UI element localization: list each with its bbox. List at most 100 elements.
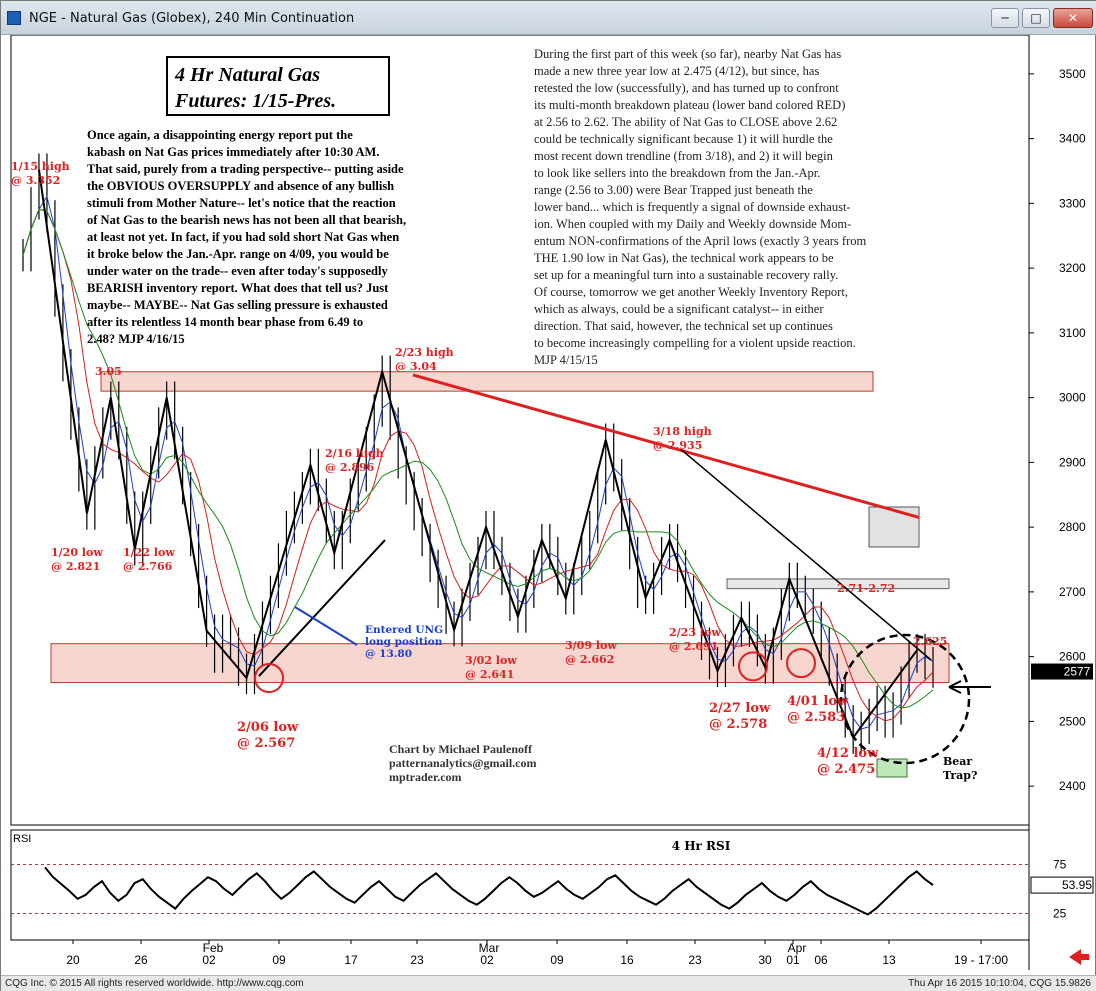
commentary-right-line: made a new three year low at 2.475 (4/12… <box>534 64 819 78</box>
commentary-right-line: direction. That said, however, the techn… <box>534 319 833 333</box>
price-band <box>100 371 874 392</box>
status-bar: CQG Inc. © 2015 All rights reserved worl… <box>1 975 1096 991</box>
bear-trap-label: Trap? <box>943 769 977 782</box>
commentary-left-line: stimuli from Mother Nature-- let's notic… <box>87 196 396 210</box>
x-tick-label: 23 <box>688 953 702 967</box>
price-label: 2.625 <box>913 635 947 648</box>
month-label: Feb <box>203 941 224 955</box>
rsi-title: 4 Hr RSI <box>672 839 731 853</box>
commentary-right-line: which as always, could be a significant … <box>534 302 824 316</box>
x-tick-label: 23 <box>410 953 424 967</box>
window-title: NGE - Natural Gas (Globex), 240 Min Cont… <box>29 11 355 26</box>
y-tick-label: 3200 <box>1059 261 1086 275</box>
y-tick-label: 3300 <box>1059 196 1086 210</box>
commentary-right-line: THE 1.90 low in Nat Gas), the technical … <box>534 251 834 265</box>
credit-line: patternanalytics@gmail.com <box>389 756 536 770</box>
commentary-left-line: at least not yet. In fact, if you had so… <box>87 230 399 244</box>
copyright-text: CQG Inc. © 2015 All rights reserved worl… <box>5 978 304 989</box>
x-tick-label: 09 <box>550 953 564 967</box>
rsi-last-label: 53.95 <box>1062 878 1092 892</box>
price-label: @ 2.691 <box>669 640 718 653</box>
bear-trap-label: Bear <box>943 755 972 768</box>
x-tick-label: 20 <box>66 953 80 967</box>
price-label: @ 2.641 <box>465 668 514 681</box>
price-panel <box>10 35 1030 826</box>
x-tick-label: 02 <box>202 953 216 967</box>
rsi-tick-label: 25 <box>1053 907 1067 921</box>
commentary-right-line: range (2.56 to 3.00) were Bear Trapped j… <box>534 183 813 197</box>
credit-line: mptrader.com <box>389 770 462 784</box>
price-label: @ 2.583 <box>787 710 845 725</box>
price-label: 2/27 low <box>709 701 771 716</box>
commentary-right-line: retested the low (successfully), and has… <box>534 81 839 95</box>
y-tick-label: 2800 <box>1059 520 1086 534</box>
title-box <box>166 56 390 116</box>
price-label: 1/15 high <box>11 160 70 173</box>
pointer-arrow-icon <box>948 680 991 694</box>
maximize-button[interactable]: □ <box>1022 8 1050 28</box>
commentary-right-line: could be technically significant because… <box>534 132 833 146</box>
target-box <box>868 506 920 548</box>
commentary-right-line: ion. When coupled with my Daily and Week… <box>534 217 851 231</box>
ung-entry-label: Entered UNG <box>365 624 443 636</box>
rsi-line <box>44 866 934 916</box>
commentary-right-line: at 2.56 to 2.62. The ability of Nat Gas … <box>534 115 837 129</box>
price-label: 1/22 low <box>123 546 175 559</box>
chart-area[interactable]: 3500 3400 3300 3200 3100 3000 2900 2800 2700 2600… <box>1 35 1096 975</box>
price-label: 2.71-2.72 <box>837 582 895 595</box>
last-price-tag <box>1031 663 1093 680</box>
commentary-left-line: maybe-- MAYBE-- Nat Gas selling pressure… <box>87 298 388 312</box>
x-tick-label: 19 - 17:00 <box>954 953 1008 967</box>
month-label: Mar <box>479 941 500 955</box>
price-label: @ 2.662 <box>565 653 614 666</box>
moving-average-line <box>22 208 934 722</box>
low-circle <box>254 663 284 694</box>
up-trendline <box>258 539 386 677</box>
price-label: 2/16 high <box>325 447 384 460</box>
x-tick-label: 02 <box>480 953 494 967</box>
title-box-line-2: Futures: 1/15-Pres. <box>174 90 336 112</box>
commentary-left-line: Once again, a disappointing energy repor… <box>87 128 353 142</box>
y-tick-label: 2400 <box>1059 779 1086 793</box>
swing-line <box>38 169 918 740</box>
x-tick-label: 16 <box>620 953 634 967</box>
moving-average-line <box>22 208 934 709</box>
down-trendline-black <box>680 448 932 661</box>
ung-entry-label: @ 13.80 <box>365 648 412 660</box>
price-label: @ 2.475 <box>817 762 875 777</box>
y-tick-label: 3400 <box>1059 132 1086 146</box>
moving-average-line <box>22 195 934 730</box>
commentary-left-line: BEARISH inventory report. What does that… <box>87 281 389 295</box>
close-button[interactable]: ✕ <box>1053 8 1093 28</box>
price-label: @ 2.578 <box>709 717 767 732</box>
credit-line: Chart by Michael Paulenoff <box>389 742 533 756</box>
commentary-left-line: That said, purely from a trading perspec… <box>87 162 404 176</box>
y-tick-label: 3500 <box>1059 67 1086 81</box>
price-label: 4/12 low <box>817 746 879 761</box>
commentary-right-line: lower band... which is frequently a sign… <box>534 200 851 214</box>
commentary-right-line: most recent down trendline (from 3/18), … <box>534 149 834 163</box>
price-label: 4/01 low <box>787 694 849 709</box>
x-tick-label: 09 <box>272 953 286 967</box>
low-box <box>876 758 908 778</box>
commentary-left-line: under water on the trade-- even after to… <box>87 264 388 278</box>
price-label: @ 3.04 <box>395 360 437 373</box>
x-tick-label: 06 <box>814 953 828 967</box>
price-band <box>726 578 950 590</box>
scroll-left-icon[interactable] <box>1069 949 1089 965</box>
x-tick-label: 26 <box>134 953 148 967</box>
price-label: @ 3.352 <box>11 174 60 187</box>
minimize-button[interactable]: ─ <box>991 8 1019 28</box>
commentary-left-line: kabash on Nat Gas prices immediately aft… <box>87 145 379 159</box>
price-label: 2/23 high <box>395 346 454 359</box>
price-label: 2/23 low <box>669 626 721 639</box>
commentary-left-line: of Nat Gas to the bearish news has not b… <box>87 213 406 227</box>
ung-entry-label: long position <box>365 636 443 648</box>
price-label: 1/20 low <box>51 546 103 559</box>
title-bar[interactable]: NGE - Natural Gas (Globex), 240 Min Cont… <box>1 1 1096 35</box>
rsi-last-tag <box>1030 876 1094 894</box>
commentary-right-line: to become increasingly compelling for a … <box>534 336 856 350</box>
commentary-left-line: the OBVIOUS OVERSUPPLY and absence of an… <box>87 179 394 193</box>
commentary-left-line: after its relentless 14 month bear phase… <box>87 315 363 329</box>
